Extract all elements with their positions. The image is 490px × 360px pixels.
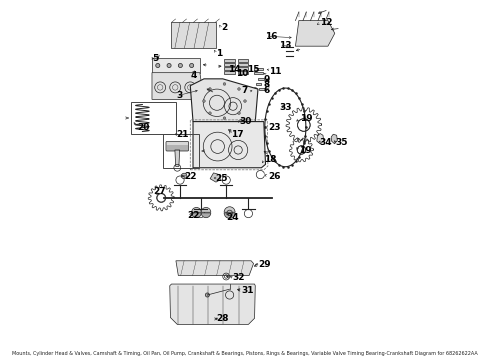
Text: 3: 3 [176, 91, 183, 100]
Bar [253, 68, 263, 70]
Text: 22: 22 [184, 172, 196, 181]
Text: 32: 32 [232, 273, 245, 282]
Text: 20: 20 [137, 123, 149, 132]
Circle shape [209, 112, 211, 114]
Text: 23: 23 [268, 123, 281, 132]
Circle shape [238, 87, 241, 90]
Polygon shape [210, 173, 221, 182]
Text: 2: 2 [221, 23, 227, 32]
Text: 19: 19 [299, 146, 311, 155]
Polygon shape [193, 122, 266, 168]
Bar [253, 72, 263, 75]
Bar [256, 83, 262, 85]
Polygon shape [175, 150, 180, 166]
Circle shape [190, 63, 194, 68]
Polygon shape [295, 21, 335, 46]
Text: 11: 11 [269, 68, 281, 77]
Polygon shape [152, 73, 204, 99]
Bar [224, 67, 235, 70]
Circle shape [167, 63, 171, 68]
Circle shape [244, 100, 246, 103]
Text: 29: 29 [258, 260, 270, 269]
Text: 12: 12 [320, 18, 333, 27]
Text: 21: 21 [176, 130, 189, 139]
Text: 6: 6 [264, 86, 270, 95]
Text: 9: 9 [264, 75, 270, 84]
Circle shape [223, 117, 226, 120]
Bar [238, 63, 248, 66]
Circle shape [205, 293, 209, 297]
Bar [238, 67, 248, 70]
Text: 27: 27 [153, 187, 166, 196]
Circle shape [181, 173, 187, 179]
Bar [224, 63, 235, 66]
Wedge shape [192, 207, 201, 212]
Circle shape [253, 88, 258, 93]
Polygon shape [331, 134, 337, 144]
Circle shape [202, 100, 205, 103]
Text: 28: 28 [216, 314, 228, 323]
Polygon shape [170, 284, 255, 324]
Text: 16: 16 [266, 32, 278, 41]
Bar [163, 134, 199, 168]
Text: Mounts, Cylinder Head & Valves, Camshaft & Timing, Oil Pan, Oil Pump, Crankshaft: Mounts, Cylinder Head & Valves, Camshaft… [12, 351, 478, 356]
Circle shape [209, 87, 211, 90]
Text: 1: 1 [216, 49, 222, 58]
Text: 7: 7 [242, 86, 248, 95]
Circle shape [238, 112, 241, 114]
Text: 17: 17 [231, 130, 244, 139]
Text: 10: 10 [236, 69, 248, 78]
Text: 33: 33 [279, 103, 292, 112]
Text: 15: 15 [246, 65, 259, 74]
Text: 35: 35 [336, 138, 348, 147]
Text: 5: 5 [152, 54, 158, 63]
Text: 31: 31 [242, 286, 254, 295]
Bar [131, 102, 176, 134]
Text: 8: 8 [264, 81, 270, 90]
Wedge shape [224, 213, 235, 219]
Bar [238, 59, 248, 62]
Bar [258, 78, 264, 80]
Text: 30: 30 [239, 117, 251, 126]
Text: 24: 24 [226, 213, 239, 222]
Text: 34: 34 [319, 138, 332, 147]
Text: 19: 19 [300, 114, 312, 123]
Bar [224, 59, 235, 62]
Circle shape [178, 63, 182, 68]
Polygon shape [176, 261, 253, 275]
FancyBboxPatch shape [166, 141, 189, 151]
Wedge shape [192, 213, 201, 218]
Polygon shape [172, 22, 216, 48]
Text: 22: 22 [187, 211, 199, 220]
Text: 18: 18 [264, 155, 276, 164]
Bar [224, 71, 235, 75]
Polygon shape [190, 79, 258, 122]
Text: 4: 4 [190, 71, 196, 80]
Polygon shape [152, 58, 200, 73]
Text: 13: 13 [279, 41, 292, 50]
Circle shape [223, 82, 226, 85]
Bar [259, 88, 266, 90]
Wedge shape [201, 207, 211, 212]
Wedge shape [201, 213, 211, 218]
Text: 25: 25 [215, 174, 227, 183]
Polygon shape [317, 134, 324, 144]
Text: 14: 14 [228, 65, 241, 74]
Wedge shape [224, 207, 235, 212]
Bar [238, 71, 248, 75]
Text: 26: 26 [268, 172, 281, 181]
Circle shape [156, 63, 160, 68]
